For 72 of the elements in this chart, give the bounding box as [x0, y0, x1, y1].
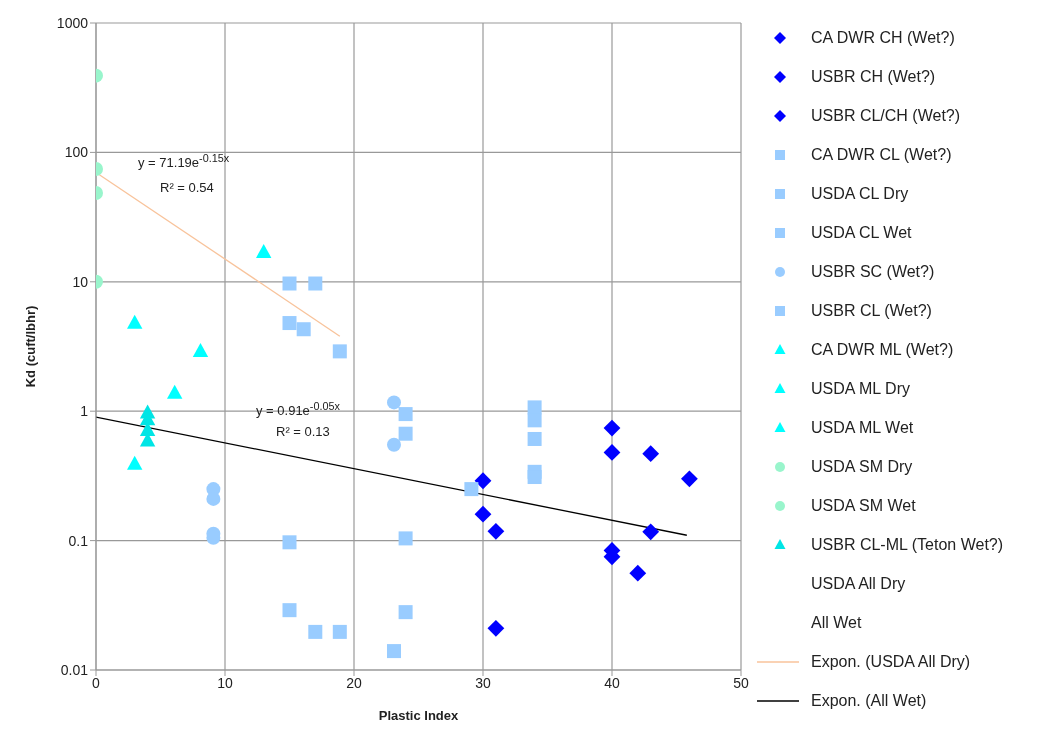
- legend-label: USDA ML Wet: [811, 418, 914, 437]
- x-tick-label: 50: [733, 674, 749, 691]
- y-axis-title: Kd (cuft/lbhr): [22, 305, 38, 388]
- point: [192, 342, 209, 357]
- legend-label: Expon. (USDA All Dry): [811, 652, 971, 671]
- point: [642, 445, 660, 463]
- legend-label: Expon. (All Wet): [811, 691, 927, 710]
- point: [332, 344, 347, 359]
- point: [386, 395, 401, 410]
- annotation: y = 0.91e$^{-0.05x}$: [256, 400, 340, 419]
- point: [308, 624, 323, 639]
- point: [282, 316, 297, 331]
- point: [642, 523, 660, 541]
- legend-label: USBR CH (Wet?): [811, 67, 936, 86]
- point: [527, 431, 542, 446]
- point: [487, 522, 505, 540]
- point: [386, 644, 401, 659]
- point: [308, 276, 323, 291]
- point: [296, 322, 311, 337]
- annotation: R² = 0.54: [160, 180, 214, 195]
- point: [332, 624, 347, 639]
- legend-label: USDA ML Dry: [811, 379, 910, 398]
- point: [603, 419, 621, 437]
- point: [398, 426, 413, 441]
- y-tick-label: 100: [64, 144, 89, 161]
- y-tick-label: 0.1: [68, 532, 89, 549]
- y-tick-label: 0.01: [60, 661, 89, 678]
- point: [256, 243, 272, 258]
- point: [282, 276, 297, 291]
- point: [629, 564, 647, 582]
- y-tick-label: 1000: [56, 14, 89, 31]
- legend-label: USBR CL (Wet?): [811, 301, 932, 320]
- point: [398, 605, 413, 620]
- legend-label: CA DWR CL (Wet?): [811, 145, 952, 164]
- point: [398, 531, 413, 546]
- point: [398, 407, 413, 422]
- point: [386, 437, 401, 452]
- point: [681, 470, 698, 488]
- point: [282, 603, 297, 618]
- point: [166, 384, 183, 399]
- point: [127, 314, 143, 329]
- point: [282, 535, 297, 550]
- point: [603, 444, 621, 461]
- point: [474, 505, 492, 523]
- point: [474, 472, 492, 490]
- point: [527, 400, 542, 415]
- point: [527, 470, 542, 485]
- legend-label: CA DWR ML (Wet?): [811, 340, 954, 359]
- text: All Wet: [811, 613, 862, 632]
- legend-label: USBR CL/CH (Wet?): [811, 106, 961, 125]
- legend-label: USBR SC (Wet?): [811, 262, 935, 281]
- legend-label: USBR CL-ML (Teton Wet?): [811, 535, 1004, 554]
- point: [127, 455, 143, 470]
- y-tick-label: 10: [72, 273, 89, 290]
- legend-label: USDA CL Dry: [811, 184, 909, 203]
- point: [527, 413, 542, 428]
- x-tick-label: 30: [475, 674, 491, 691]
- legend-label: CA DWR CH (Wet?): [811, 28, 955, 47]
- legend-label: USDA SM Dry: [811, 457, 913, 476]
- annotation: y = 71.19e$^{-0.15x}$: [138, 152, 230, 171]
- x-tick-label: 20: [346, 674, 362, 691]
- y-tick-label: 1: [80, 403, 89, 420]
- legend-label: USDA SM Wet: [811, 496, 916, 515]
- x-tick-label: 10: [217, 674, 233, 691]
- point: [464, 482, 479, 497]
- x-tick-label: 40: [604, 674, 620, 691]
- x-axis-title: Plastic Index: [378, 708, 460, 723]
- x-tick-label: 0: [92, 674, 101, 691]
- annotation: R² = 0.13: [276, 424, 330, 439]
- legend-label: USDA CL Wet: [811, 223, 912, 242]
- point: [487, 619, 505, 637]
- text: USDA All Dry: [811, 574, 906, 593]
